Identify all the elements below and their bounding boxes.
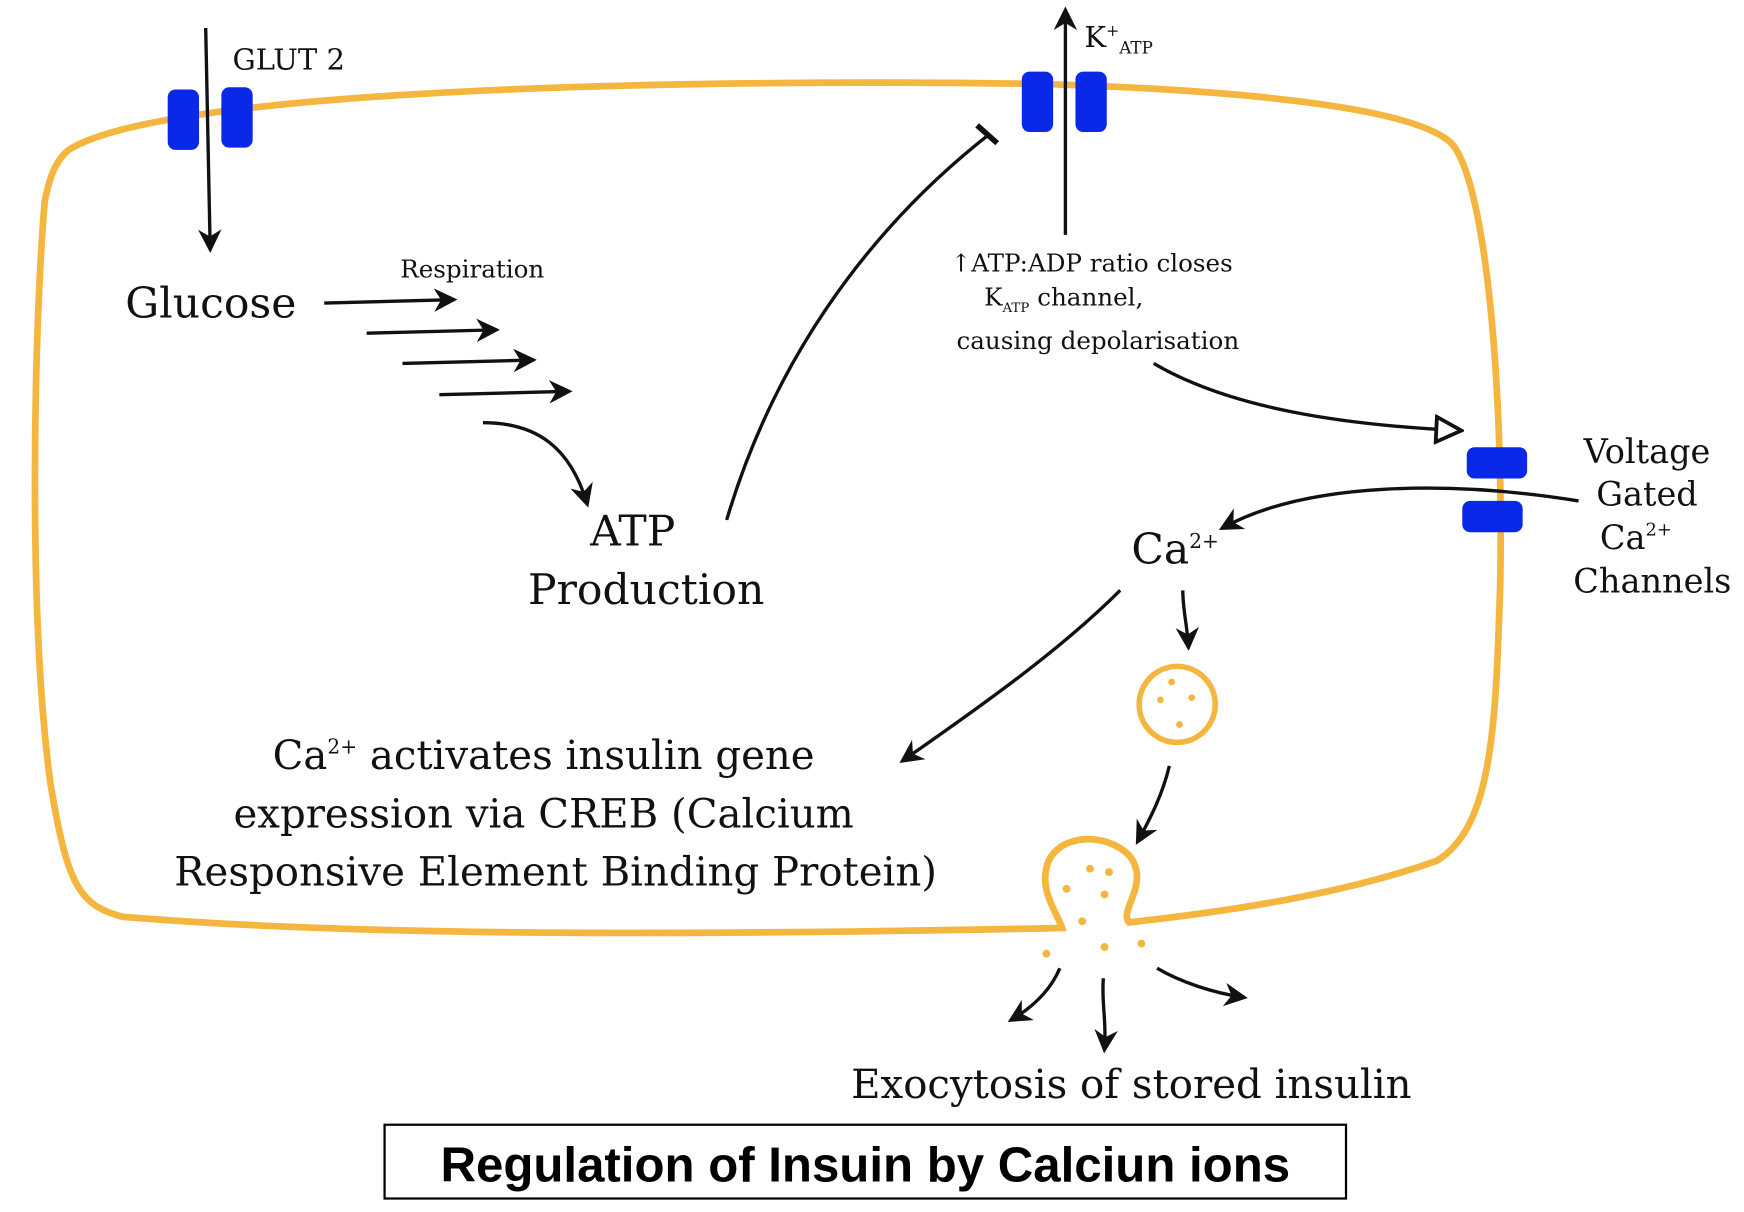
katp-label: K+ATP	[1084, 20, 1152, 58]
vgcc-label: Voltage Gated Ca2+ Channels	[1573, 432, 1731, 601]
to-atp-arrow	[482, 420, 593, 508]
caption: Regulation of Insuin by Calciun ions	[440, 1138, 1290, 1193]
insulin-vesicle	[1136, 663, 1219, 746]
to-creb-arrow	[899, 589, 1122, 763]
inhibition-bar	[975, 123, 1000, 146]
glucose-label: Glucose	[125, 280, 296, 329]
voltage-gated-ca-channel	[1462, 447, 1528, 533]
glut2-label: GLUT 2	[233, 42, 345, 76]
respiration-label: Respiration	[400, 254, 544, 283]
calcium-ion-label: Ca2+	[1131, 526, 1218, 575]
katp-channel	[1021, 71, 1107, 132]
respiration-arrows	[324, 288, 573, 404]
exocytosis-arrows	[1007, 966, 1248, 1054]
calcium-influx-arrow	[1218, 486, 1579, 531]
atp-adp-ratio-text: ↑ATP:ADP ratio closes KATP channel, caus…	[951, 249, 1241, 355]
atp-inhibits-katp-arrow	[725, 132, 991, 521]
vesicle-to-membrane-arrow	[1135, 765, 1172, 845]
exocytosis-label: Exocytosis of stored insulin	[851, 1062, 1411, 1108]
atp-production-label: ATP Production	[528, 508, 764, 615]
creb-text: Ca2+ activates insulin gene expression v…	[174, 733, 937, 895]
cell-membrane	[31, 79, 1505, 937]
depolarisation-arrow	[1152, 361, 1459, 430]
to-vesicle-arrow	[1175, 590, 1200, 651]
glut2-channel	[167, 87, 253, 150]
caption-box	[383, 1123, 1348, 1200]
insulin-granules	[1042, 864, 1146, 958]
glucose-entry-arrow	[198, 27, 222, 253]
